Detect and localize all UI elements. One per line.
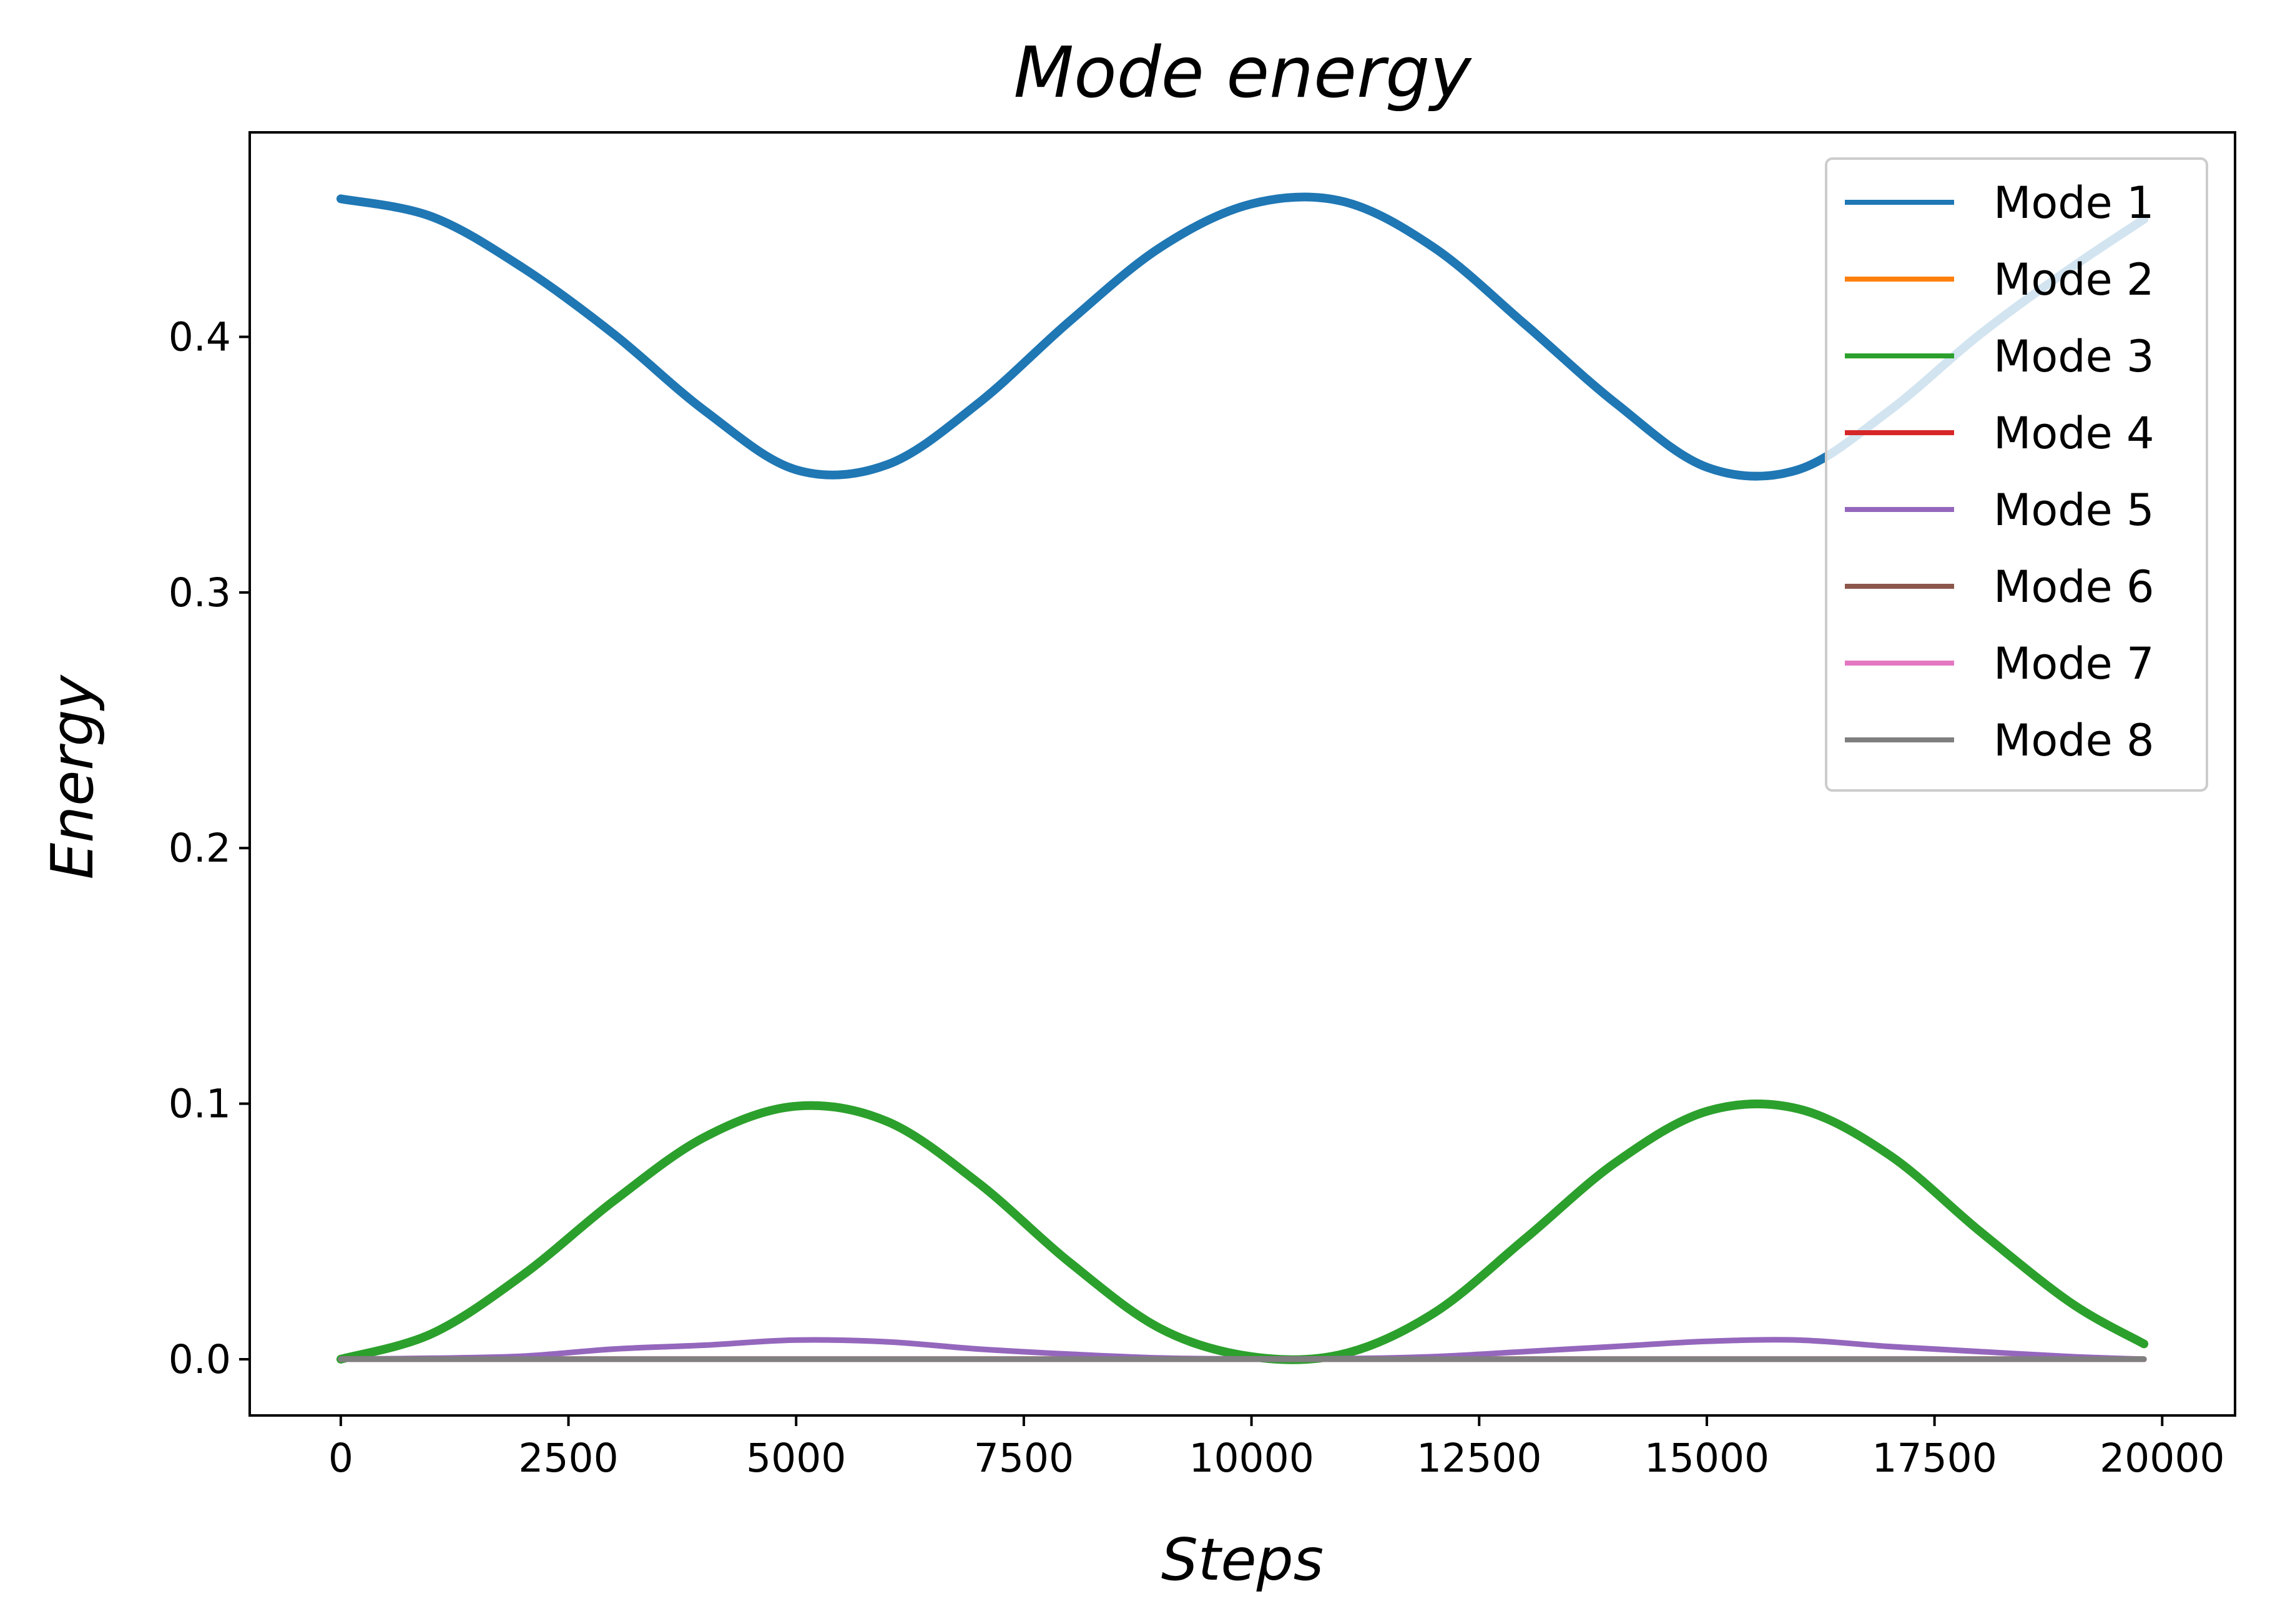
legend-box [1825,157,2208,792]
legend-label-mode-7: Mode 7 [1993,638,2155,689]
x-tick-label: 10000 [1189,1435,1314,1481]
legend-label-mode-2: Mode 2 [1993,254,2155,305]
x-axis-label: Steps [1161,1526,1324,1593]
mode-5-line [338,1337,2147,1362]
x-tick-label: 7500 [974,1435,1074,1481]
legend-label-mode-1: Mode 1 [1993,177,2155,229]
y-tick-label: 0.0 [169,1337,231,1382]
x-tick-label: 2500 [518,1435,618,1481]
x-axis-ticks: 0 2500 5000 7500 10000 12500 15000 17500 20000 [328,1415,2225,1481]
y-tick-label: 0.1 [169,1081,231,1127]
x-tick-label: 17500 [1872,1435,1997,1481]
plot-area-frame [248,131,2236,1417]
x-tick-label: 5000 [746,1435,846,1481]
x-tick-label: 0 [328,1435,353,1481]
legend-label-mode-6: Mode 6 [1993,561,2155,613]
mode-3-line [336,1100,2149,1364]
legend-label-mode-4: Mode 4 [1993,408,2155,459]
x-tick-label: 12500 [1417,1435,1541,1481]
y-tick-label: 0.3 [169,570,231,616]
chart-title: Mode energy [1014,32,1473,114]
y-tick-label: 0.4 [169,314,231,360]
legend: Mode 1 Mode 2 Mode 3 Mode 4 Mode 5 Mode 6 Mode… [1825,157,2208,792]
x-tick-label: 15000 [1644,1435,1769,1481]
legend-label-mode-3: Mode 3 [1993,331,2155,382]
y-tick-label: 0.2 [169,825,231,871]
y-axis-label: Energy [39,674,106,879]
x-tick-label: 20000 [2100,1435,2224,1481]
legend-label-mode-5: Mode 5 [1993,485,2155,536]
y-axis-ticks: 0.0 0.1 0.2 0.3 0.4 [169,314,250,1382]
legend-label-mode-8: Mode 8 [1993,715,2155,766]
